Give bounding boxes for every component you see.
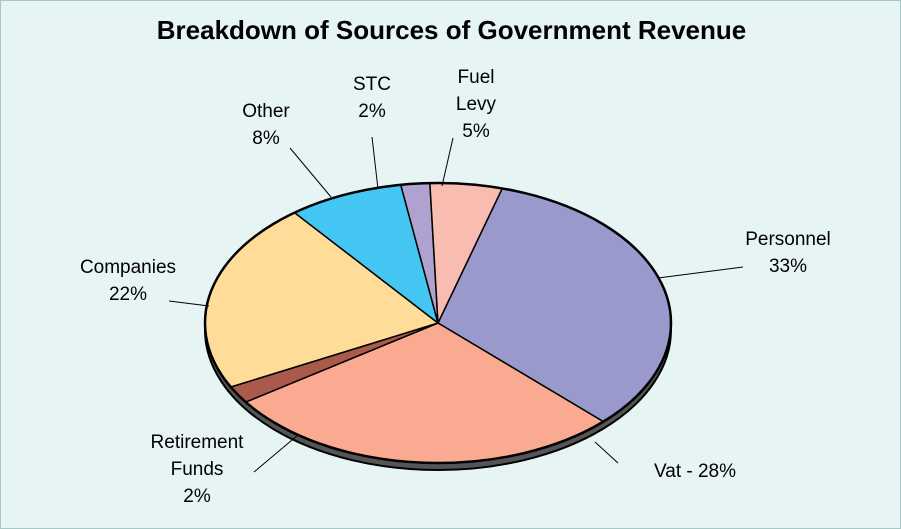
leader-line-2	[594, 441, 619, 464]
leader-line-5	[289, 147, 332, 198]
slice-label-2: Vat - 28%	[654, 461, 736, 482]
leader-line-7	[441, 137, 454, 187]
leader-line-3	[253, 434, 299, 473]
slice-label-6: STC 2%	[353, 74, 391, 122]
slice-label-7: Fuel Levy 5%	[456, 67, 497, 142]
slice-label-5: Other 8%	[242, 101, 290, 149]
slice-label-3: Retirement Funds 2%	[151, 432, 245, 507]
leader-line-1	[657, 266, 744, 279]
leader-line-4	[168, 300, 210, 307]
leader-line-6	[371, 136, 379, 190]
slice-label-4: Companies 22%	[80, 257, 176, 305]
pie-outline	[203, 181, 673, 465]
chart-title: Breakdown of Sources of Government Reven…	[156, 15, 747, 45]
slice-label-1: Personnel 33%	[745, 229, 831, 277]
